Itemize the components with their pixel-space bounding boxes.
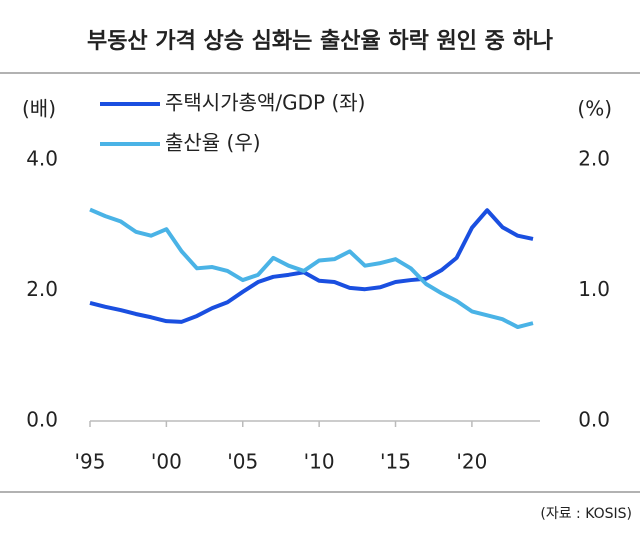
x-tick-label: '00 xyxy=(151,450,182,474)
line-series xyxy=(89,207,534,330)
y2-tick-label: 1.0 xyxy=(578,277,610,301)
y2-axis-label: (%) xyxy=(577,97,612,121)
legend-label: 출산율 (우) xyxy=(165,131,261,155)
source: (자료 : KOSIS) xyxy=(540,506,632,522)
y-tick-label: 0.0 xyxy=(26,408,58,432)
y-tick-label: 4.0 xyxy=(26,147,58,171)
y2-tick-label: 2.0 xyxy=(578,147,610,171)
chart-title: 부동산 가격 상승 심화는 출산율 하락 원인 중 하나 xyxy=(87,29,553,54)
x-tick-label: '20 xyxy=(456,450,487,474)
y-tick-label: 2.0 xyxy=(26,277,58,301)
x-tick-label: '95 xyxy=(75,450,106,474)
y-axis-label: (배) xyxy=(22,97,56,121)
x-tick-label: '15 xyxy=(380,450,411,474)
y2-tick-label: 0.0 xyxy=(578,408,610,432)
x-tick-label: '10 xyxy=(304,450,335,474)
line-series xyxy=(89,208,534,324)
x-tick-label: '05 xyxy=(227,450,258,474)
legend-label: 주택시가총액/GDP (좌) xyxy=(165,91,365,115)
